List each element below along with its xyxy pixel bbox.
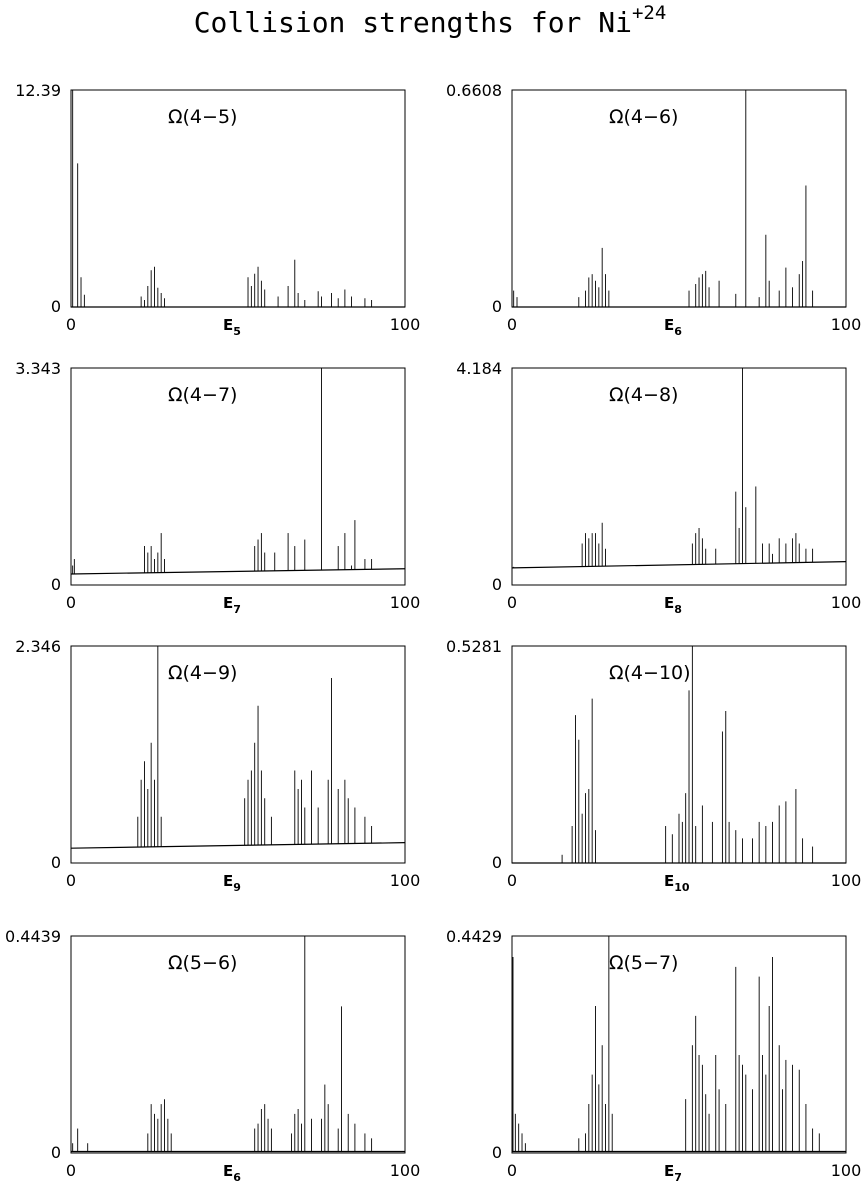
figure-title-text: Collision strengths for Ni (194, 6, 632, 39)
panel-title: Ω(5−7) (609, 952, 678, 974)
chart-panel-4: 0 4.184 0 100 E8 Ω(4−8) (456, 359, 861, 616)
y-tick-label-min: 0 (492, 575, 502, 594)
plot-frame (511, 935, 847, 1154)
panel-title: Ω(4−7) (168, 384, 237, 406)
x-axis-label-subscript: 6 (674, 325, 682, 338)
x-tick-label-min: 0 (507, 871, 517, 890)
chart-panel-8: 0 0.4429 0 100 E7 Ω(5−7) (446, 927, 861, 1184)
figure-title-superscript: +24 (632, 2, 666, 24)
x-axis-label-main: E (223, 1162, 233, 1180)
y-tick-label-min: 0 (492, 1143, 502, 1162)
x-tick-label-min: 0 (507, 1161, 517, 1180)
plot-frame (511, 367, 847, 586)
plot-frame (511, 645, 847, 864)
panel-title: Ω(4−8) (609, 384, 678, 406)
x-tick-label-max: 100 (831, 1161, 861, 1180)
x-axis-label: E6 (223, 1162, 241, 1184)
x-axis-label-subscript: 6 (233, 1171, 241, 1184)
x-axis-label-subscript: 8 (674, 603, 682, 616)
x-axis-label: E5 (223, 316, 241, 338)
x-tick-label-min: 0 (66, 315, 76, 334)
x-tick-label-min: 0 (507, 593, 517, 612)
x-tick-label-max: 100 (390, 1161, 421, 1180)
x-axis-label-subscript: 5 (233, 325, 241, 338)
x-axis-label-subscript: 7 (674, 1171, 682, 1184)
y-tick-label-min: 0 (492, 297, 502, 316)
x-tick-label-min: 0 (66, 593, 76, 612)
x-tick-label-max: 100 (390, 593, 421, 612)
x-tick-label-max: 100 (831, 315, 861, 334)
chart-panel-3: 0 3.343 0 100 E7 Ω(4−7) (15, 359, 420, 616)
y-tick-label-max: 3.343 (15, 359, 61, 378)
x-axis-label-main: E (664, 1162, 674, 1180)
svg-text:Collision strengths for Ni+24: Collision strengths for Ni+24 (194, 2, 667, 39)
y-tick-label-max: 4.184 (456, 359, 502, 378)
panel-title: Ω(4−9) (168, 662, 237, 684)
x-tick-label-min: 0 (66, 1161, 76, 1180)
x-axis-label: E7 (223, 594, 241, 616)
panel-title: Ω(4−10) (609, 662, 691, 684)
y-tick-label-max: 0.6608 (446, 81, 502, 100)
x-axis-label-subscript: 7 (233, 603, 241, 616)
x-axis-label: E9 (223, 872, 241, 894)
x-axis-label-main: E (664, 594, 674, 612)
figure-title: Collision strengths for Ni+24 (194, 2, 667, 39)
chart-panel-1: 0 12.39 0 100 E5 Ω(4−5) (15, 81, 420, 338)
x-axis-label: E10 (664, 872, 690, 894)
plot-frame (511, 89, 847, 308)
panel-title: Ω(4−5) (168, 106, 237, 128)
y-tick-label-max: 0.4439 (5, 927, 61, 946)
plot-frame (70, 645, 406, 864)
x-tick-label-max: 100 (831, 871, 861, 890)
baseline-line (70, 568, 406, 575)
panel-title: Ω(4−6) (609, 106, 678, 128)
y-tick-label-max: 12.39 (15, 81, 61, 100)
x-tick-label-max: 100 (831, 593, 861, 612)
x-axis-label-main: E (223, 316, 233, 334)
baseline-line (511, 561, 847, 569)
x-axis-label: E8 (664, 594, 682, 616)
baseline-line (70, 842, 406, 849)
y-tick-label-min: 0 (51, 575, 61, 594)
plot-frame (70, 935, 406, 1154)
plot-frame (70, 89, 406, 308)
y-tick-label-min: 0 (51, 1143, 61, 1162)
x-axis-label: E6 (664, 316, 682, 338)
chart-panel-2: 0 0.6608 0 100 E6 Ω(4−6) (446, 81, 861, 338)
y-tick-label-min: 0 (51, 297, 61, 316)
x-axis-label-main: E (223, 594, 233, 612)
plot-frame (70, 367, 406, 586)
x-axis-label-main: E (664, 316, 674, 334)
x-tick-label-max: 100 (390, 315, 421, 334)
y-tick-label-max: 0.4429 (446, 927, 502, 946)
x-axis-label: E7 (664, 1162, 682, 1184)
y-tick-label-min: 0 (492, 853, 502, 872)
y-tick-label-min: 0 (51, 853, 61, 872)
x-axis-label-subscript: 10 (674, 881, 690, 894)
x-axis-label-main: E (664, 872, 674, 890)
panel-title: Ω(5−6) (168, 952, 237, 974)
x-tick-label-min: 0 (507, 315, 517, 334)
chart-panel-6: 0 0.5281 0 100 E10 Ω(4−10) (446, 637, 861, 894)
x-tick-label-max: 100 (390, 871, 421, 890)
y-tick-label-max: 0.5281 (446, 637, 502, 656)
chart-panel-5: 0 2.346 0 100 E9 Ω(4−9) (15, 637, 420, 894)
x-axis-label-main: E (223, 872, 233, 890)
y-tick-label-max: 2.346 (15, 637, 61, 656)
x-tick-label-min: 0 (66, 871, 76, 890)
x-axis-label-subscript: 9 (233, 881, 241, 894)
chart-panel-7: 0 0.4439 0 100 E6 Ω(5−6) (5, 927, 420, 1184)
